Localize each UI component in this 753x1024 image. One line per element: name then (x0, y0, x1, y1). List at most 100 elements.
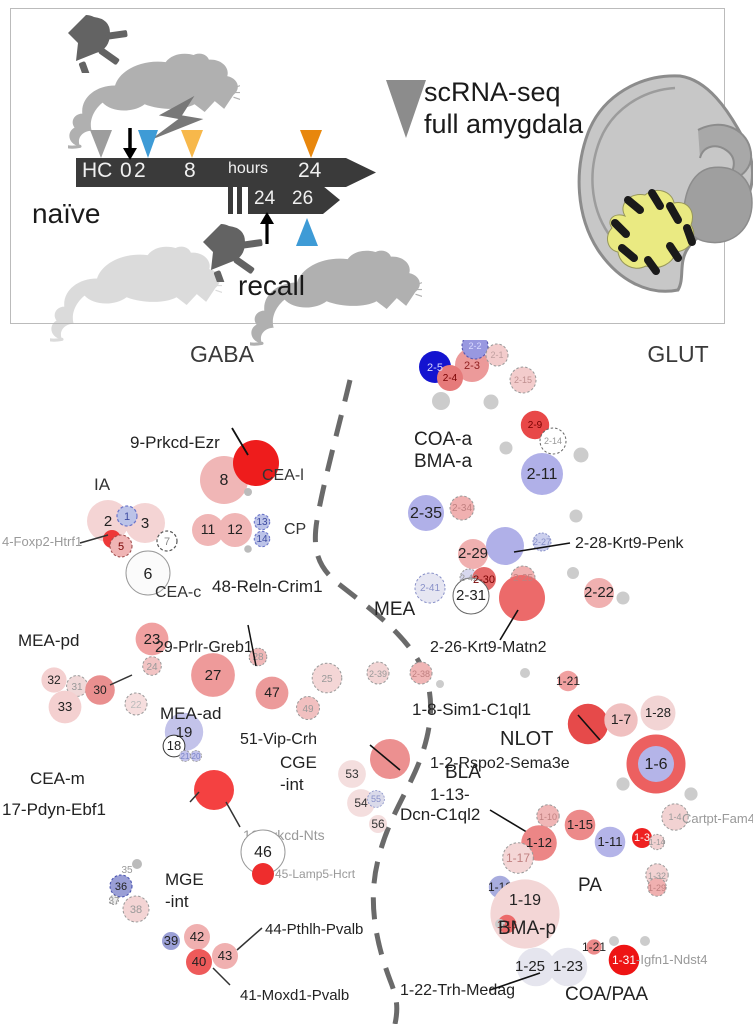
svg-text:GABA: GABA (190, 341, 255, 367)
svg-text:13: 13 (256, 517, 268, 528)
svg-text:Cartpt-Fam46a: Cartpt-Fam46a (682, 811, 753, 826)
svg-text:22: 22 (130, 700, 142, 711)
svg-text:20: 20 (192, 752, 201, 761)
svg-text:1-4: 1-4 (668, 812, 681, 822)
svg-text:1-8-Sim1-C1ql1: 1-8-Sim1-C1ql1 (412, 700, 531, 719)
svg-text:27: 27 (205, 667, 222, 684)
svg-text:2-41: 2-41 (420, 583, 440, 594)
svg-text:MEA: MEA (374, 599, 416, 620)
svg-text:1-32: 1-32 (648, 871, 666, 881)
svg-text:45-Lamp5-Hcrt: 45-Lamp5-Hcrt (275, 867, 356, 881)
svg-text:-Igfn1-Ndst4: -Igfn1-Ndst4 (636, 952, 708, 967)
svg-text:31: 31 (71, 682, 83, 693)
svg-text:2-5: 2-5 (427, 362, 443, 374)
svg-text:1-28: 1-28 (645, 705, 671, 720)
svg-text:1-14: 1-14 (649, 838, 666, 847)
svg-text:CP: CP (284, 521, 306, 538)
svg-text:33: 33 (58, 699, 72, 714)
svg-text:21: 21 (181, 752, 190, 761)
svg-text:MGE: MGE (165, 870, 204, 889)
svg-text:2-28-Krt9-Penk: 2-28-Krt9-Penk (575, 535, 684, 552)
svg-text:BMA-p: BMA-p (498, 918, 556, 939)
svg-text:2-27: 2-27 (533, 537, 551, 547)
svg-text:47: 47 (264, 684, 280, 700)
svg-text:42: 42 (190, 929, 204, 944)
svg-text:1-23: 1-23 (553, 958, 583, 975)
svg-text:30: 30 (93, 683, 107, 697)
svg-text:1-6: 1-6 (644, 756, 667, 773)
svg-text:1-17: 1-17 (506, 851, 530, 865)
svg-text:1-21: 1-21 (582, 940, 606, 954)
svg-text:COA/PAA: COA/PAA (565, 984, 648, 1005)
svg-text:2-14: 2-14 (544, 436, 562, 446)
svg-text:40: 40 (192, 954, 206, 969)
svg-text:1-15: 1-15 (567, 817, 593, 832)
svg-text:-int: -int (165, 892, 189, 911)
svg-text:2-4: 2-4 (443, 373, 458, 384)
svg-text:48-Reln-Crim1: 48-Reln-Crim1 (212, 577, 323, 596)
svg-text:9-Prkcd-Ezr: 9-Prkcd-Ezr (130, 433, 220, 452)
svg-text:MEA-pd: MEA-pd (18, 631, 79, 650)
svg-text:CEA-l: CEA-l (262, 467, 304, 484)
svg-text:1-11: 1-11 (597, 834, 622, 849)
svg-text:29-Prlr-Greb1: 29-Prlr-Greb1 (155, 639, 253, 656)
svg-text:CEA-c: CEA-c (155, 584, 201, 601)
svg-text:54: 54 (354, 796, 368, 810)
svg-text:14: 14 (256, 534, 268, 545)
svg-text:35: 35 (121, 865, 133, 876)
svg-text:49: 49 (302, 704, 314, 715)
svg-text:37: 37 (108, 896, 120, 907)
svg-text:18: 18 (167, 738, 181, 753)
svg-text:12: 12 (227, 521, 243, 537)
svg-text:2-39: 2-39 (369, 669, 387, 679)
svg-text:COA-a: COA-a (414, 429, 473, 450)
svg-text:2-38: 2-38 (412, 669, 430, 679)
svg-text:CGE: CGE (280, 753, 317, 772)
svg-text:1-21: 1-21 (556, 674, 580, 688)
svg-text:46: 46 (254, 844, 272, 861)
svg-text:2-34: 2-34 (452, 503, 472, 514)
svg-text:4-Foxp2-Htrf1: 4-Foxp2-Htrf1 (2, 534, 82, 549)
svg-text:1: 1 (124, 511, 130, 523)
svg-text:-int: -int (280, 775, 304, 794)
svg-text:Dcn-C1ql2: Dcn-C1ql2 (400, 805, 480, 824)
svg-text:1-22-Trh-Medag: 1-22-Trh-Medag (400, 982, 515, 999)
svg-text:IA: IA (94, 475, 111, 494)
svg-text:25: 25 (321, 674, 333, 685)
svg-text:2-9: 2-9 (528, 420, 543, 431)
svg-text:1-25: 1-25 (515, 958, 545, 975)
svg-text:1-10: 1-10 (539, 812, 557, 822)
svg-text:2-11: 2-11 (527, 466, 558, 483)
svg-text:2: 2 (104, 513, 112, 530)
svg-text:11: 11 (201, 521, 216, 537)
svg-text:2-2: 2-2 (468, 341, 481, 351)
svg-text:1-12: 1-12 (526, 835, 552, 850)
svg-text:39: 39 (164, 933, 178, 948)
svg-text:3: 3 (141, 515, 149, 532)
svg-text:56: 56 (371, 817, 385, 831)
svg-text:1-19: 1-19 (509, 892, 541, 909)
svg-text:1-3: 1-3 (634, 832, 650, 844)
svg-text:7: 7 (164, 536, 170, 548)
svg-text:36: 36 (115, 881, 127, 893)
svg-text:PA: PA (578, 875, 602, 896)
svg-text:2-30: 2-30 (473, 574, 495, 586)
svg-text:24: 24 (146, 662, 158, 673)
svg-text:1-29: 1-29 (648, 883, 666, 893)
svg-text:2-1: 2-1 (490, 350, 503, 360)
svg-text:BMA-a: BMA-a (414, 451, 473, 472)
svg-text:5: 5 (118, 541, 124, 553)
svg-text:17-Pdyn-Ebf1: 17-Pdyn-Ebf1 (2, 800, 106, 819)
svg-text:2-26-Krt9-Matn2: 2-26-Krt9-Matn2 (430, 639, 547, 656)
svg-text:41-Moxd1-Pvalb: 41-Moxd1-Pvalb (240, 987, 349, 1004)
svg-text:32: 32 (47, 673, 61, 687)
svg-text:CEA-m: CEA-m (30, 769, 85, 788)
svg-text:BLA: BLA (445, 762, 481, 783)
svg-text:2-29: 2-29 (458, 545, 488, 562)
svg-text:2-31: 2-31 (456, 587, 486, 604)
svg-text:1-31: 1-31 (612, 953, 636, 967)
svg-text:44-Pthlh-Pvalb: 44-Pthlh-Pvalb (265, 921, 363, 938)
svg-text:51-Vip-Crh: 51-Vip-Crh (240, 731, 317, 748)
svg-text:55: 55 (371, 794, 381, 804)
svg-text:53: 53 (345, 767, 359, 781)
